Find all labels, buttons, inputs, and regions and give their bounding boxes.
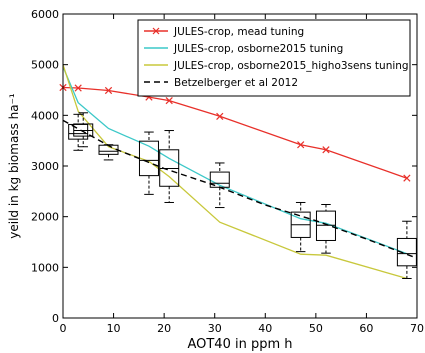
box — [73, 123, 94, 137]
marker-stroke — [74, 84, 82, 92]
marker-stroke — [165, 97, 173, 105]
legend-label: Betzelberger et al 2012 — [174, 77, 298, 89]
boxplot — [290, 201, 311, 253]
x-tick-label: 20 — [157, 322, 171, 335]
x-tick-label: 60 — [359, 322, 373, 335]
series-line — [62, 119, 418, 259]
legend-box — [137, 19, 411, 97]
y-tick-label: 1000 — [31, 261, 59, 274]
data-point — [165, 97, 173, 105]
legend-entry: JULES-crop, mead tuning — [144, 26, 304, 38]
marker-stroke — [216, 112, 224, 120]
y-tick-label: 2000 — [31, 211, 59, 224]
legend: JULES-crop, mead tuning JULES-crop, osbor… — [137, 19, 411, 97]
box — [159, 149, 180, 187]
legend-entry: JULES-crop, osborne2015 tuning — [144, 43, 343, 55]
boxplot — [138, 131, 159, 195]
legend-label: JULES-crop, osborne2015_higho3sens tunin… — [173, 60, 409, 72]
marker-stroke — [297, 141, 305, 149]
y-tick-label: 0 — [52, 312, 59, 325]
series-line — [62, 86, 408, 179]
x-tick-label: 40 — [258, 322, 272, 335]
boxplot — [68, 113, 89, 151]
series-line — [62, 64, 408, 280]
marker-stroke — [403, 174, 411, 182]
y-tick-label: 6000 — [31, 8, 59, 21]
marker-stroke — [322, 146, 330, 154]
data-point — [104, 86, 113, 95]
legend-marker — [152, 27, 160, 35]
box — [315, 210, 336, 241]
box — [68, 123, 89, 140]
data-point — [216, 112, 224, 120]
boxplots — [68, 112, 417, 279]
x-tick-label: 50 — [309, 322, 323, 335]
series-3 — [62, 119, 418, 259]
data-point — [297, 141, 305, 149]
boxplot — [315, 204, 336, 254]
x-axis-label: AOT40 in ppm h — [187, 337, 292, 352]
y-axis-label: yeild in kg biomass ha⁻¹ — [7, 93, 21, 239]
y-tick-label: 3000 — [31, 160, 59, 173]
data-point — [322, 146, 330, 154]
series-2 — [62, 64, 408, 280]
data-point — [403, 174, 411, 182]
box — [396, 237, 417, 267]
marker-stroke — [104, 86, 113, 95]
plot-content — [59, 64, 418, 280]
legend-label: JULES-crop, osborne2015 tuning — [173, 43, 343, 55]
boxplot — [159, 130, 180, 203]
x-tick-label: 10 — [107, 322, 121, 335]
legend-entry: JULES-crop, osborne2015_higho3sens tunin… — [144, 60, 409, 72]
x-tick-label: 0 — [60, 322, 67, 335]
series-0 — [59, 83, 411, 182]
x-tick-label: 30 — [208, 322, 222, 335]
boxplot — [73, 112, 94, 148]
boxplot — [396, 220, 417, 279]
y-axis: 0 1000 2000 3000 4000 5000 6000 — [31, 8, 417, 325]
x-tick-label: 70 — [410, 322, 424, 335]
legend-label: JULES-crop, mead tuning — [173, 26, 304, 38]
x-axis: 0 10 20 30 40 50 60 70 — [60, 14, 424, 335]
y-tick-label: 5000 — [31, 59, 59, 72]
y-tick-label: 4000 — [31, 109, 59, 122]
data-point — [74, 84, 82, 92]
legend-entry: Betzelberger et al 2012 — [144, 77, 298, 89]
